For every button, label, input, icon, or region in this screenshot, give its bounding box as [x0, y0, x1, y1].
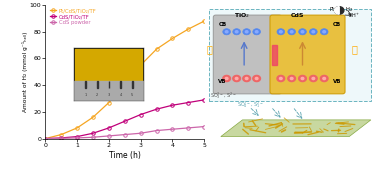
Circle shape — [243, 75, 251, 82]
Circle shape — [225, 31, 228, 33]
Circle shape — [233, 29, 240, 35]
Text: CB: CB — [218, 22, 226, 27]
Circle shape — [279, 31, 282, 33]
Circle shape — [323, 31, 325, 33]
Circle shape — [323, 77, 325, 80]
Circle shape — [225, 77, 228, 80]
Circle shape — [290, 31, 293, 33]
Wedge shape — [335, 7, 339, 14]
Circle shape — [253, 75, 260, 82]
Text: 🌩: 🌩 — [207, 44, 212, 54]
Circle shape — [223, 29, 231, 35]
Circle shape — [301, 77, 304, 80]
Text: CB: CB — [333, 22, 341, 27]
X-axis label: Time (h): Time (h) — [109, 151, 141, 160]
Circle shape — [245, 31, 248, 33]
Polygon shape — [221, 120, 371, 137]
Circle shape — [310, 75, 317, 82]
Text: TiO$_2$: TiO$_2$ — [234, 11, 250, 20]
Circle shape — [320, 75, 328, 82]
Circle shape — [277, 29, 285, 35]
Text: SO$_3^{2-}$, S$^{2-}$: SO$_3^{2-}$, S$^{2-}$ — [210, 90, 237, 101]
FancyBboxPatch shape — [213, 15, 282, 94]
Bar — [272, 45, 277, 65]
Text: VB: VB — [218, 79, 227, 83]
Text: Pt: Pt — [329, 7, 335, 12]
Y-axis label: Amount of H₂ (mmol g⁻¹ₕₑₗₗ): Amount of H₂ (mmol g⁻¹ₕₑₗₗ) — [22, 32, 28, 112]
Circle shape — [310, 29, 317, 35]
Circle shape — [235, 31, 238, 33]
Circle shape — [312, 77, 314, 80]
Circle shape — [299, 75, 306, 82]
Circle shape — [255, 77, 258, 80]
Text: VB: VB — [333, 79, 341, 83]
Circle shape — [312, 31, 314, 33]
Text: 2H$^+$: 2H$^+$ — [349, 11, 360, 20]
Bar — [209, 9, 371, 101]
Circle shape — [255, 31, 258, 33]
Circle shape — [253, 29, 260, 35]
Text: SO$_4^{2-}$, S$_1^{2-}$: SO$_4^{2-}$, S$_1^{2-}$ — [237, 99, 265, 110]
Text: H$_2$: H$_2$ — [345, 5, 353, 14]
Circle shape — [223, 75, 231, 82]
Circle shape — [290, 77, 293, 80]
Text: 🌩: 🌩 — [352, 44, 358, 54]
Circle shape — [335, 7, 344, 14]
Circle shape — [277, 75, 285, 82]
Legend: Pt/CdS/TiO₂/TF, CdS/TiO₂/TF, CdS powder: Pt/CdS/TiO₂/TF, CdS/TiO₂/TF, CdS powder — [50, 8, 97, 25]
Text: CdS: CdS — [291, 13, 304, 18]
Circle shape — [243, 29, 251, 35]
Circle shape — [279, 77, 282, 80]
Circle shape — [299, 29, 306, 35]
Circle shape — [235, 77, 238, 80]
Circle shape — [245, 77, 248, 80]
Circle shape — [233, 75, 240, 82]
Circle shape — [288, 75, 296, 82]
Circle shape — [301, 31, 304, 33]
Circle shape — [320, 29, 328, 35]
Circle shape — [288, 29, 296, 35]
FancyBboxPatch shape — [270, 15, 345, 94]
